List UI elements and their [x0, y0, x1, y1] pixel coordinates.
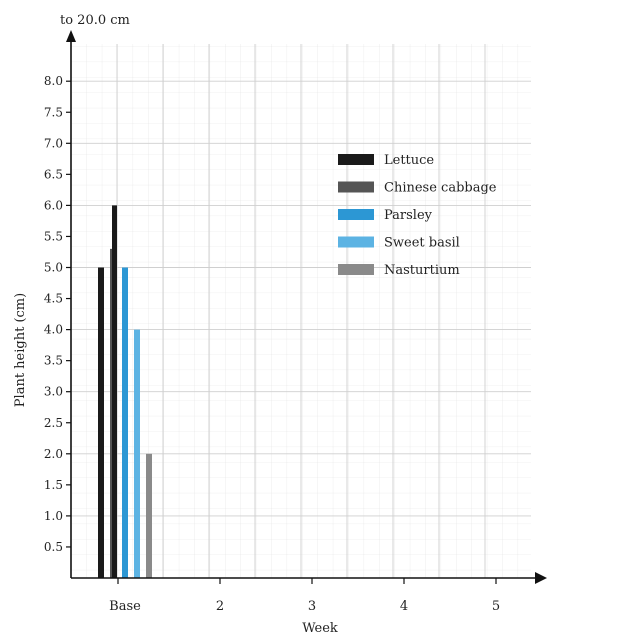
- x-axis-label: Week: [302, 621, 338, 635]
- bar-nasturtium: [146, 453, 152, 578]
- axis-break-label: to 20.0 cm: [60, 13, 130, 28]
- y-tick-label: 5.5: [44, 229, 63, 243]
- bar-parsley: [122, 267, 128, 578]
- y-tick-label: 4.5: [44, 292, 63, 306]
- legend-label: Nasturtium: [384, 263, 460, 278]
- y-tick-label: 1.0: [44, 509, 63, 523]
- axes: [66, 30, 547, 584]
- y-tick-label: 7.0: [44, 136, 63, 150]
- y-tick-label: 4.0: [44, 323, 63, 337]
- x-axis-arrow: [535, 572, 547, 584]
- x-tick-label: 3: [308, 599, 316, 614]
- y-tick-label: 3.5: [44, 354, 63, 368]
- legend-label: Chinese cabbage: [384, 181, 497, 196]
- legend-swatch-parsley: [338, 209, 374, 220]
- bar-sweet-basil: [134, 329, 140, 578]
- y-tick-label: 6.5: [44, 167, 63, 181]
- x-ticks: Base 2 3 4 5: [109, 578, 500, 614]
- legend-swatch-lettuce: [338, 154, 374, 165]
- legend-swatch-nasturtium: [338, 264, 374, 275]
- y-axis-label: Plant height (cm): [13, 293, 28, 407]
- legend-swatch-sweet-basil: [338, 236, 374, 248]
- y-tick-label: 0.5: [44, 540, 63, 554]
- legend-label: Sweet basil: [384, 236, 460, 251]
- y-ticks: 0.5 1.0 1.5 2.0 2.5 3.0 3.5 4.0 4.5 5.0 5.5 6.0 6.5 7…: [44, 74, 71, 554]
- y-tick-label: 7.5: [44, 105, 63, 119]
- x-tick-label: 5: [492, 599, 500, 614]
- y-tick-label: 2.0: [44, 447, 63, 461]
- x-tick-label: 2: [216, 599, 224, 614]
- y-axis-arrow: [66, 30, 76, 42]
- legend-swatch-chinese-cabbage: [338, 181, 374, 193]
- y-tick-label: 1.5: [44, 478, 63, 492]
- bar-lettuce-extension: [112, 205, 117, 578]
- bars: [98, 205, 152, 578]
- y-tick-label: 8.0: [44, 74, 63, 88]
- x-tick-label: Base: [109, 599, 141, 614]
- y-tick-label: 6.0: [44, 198, 63, 212]
- legend-label: Lettuce: [384, 153, 434, 168]
- y-tick-label: 5.0: [44, 261, 63, 275]
- y-tick-label: 3.0: [44, 385, 63, 399]
- bar-lettuce: [98, 267, 104, 578]
- major-grid: [71, 44, 531, 578]
- legend-label: Parsley: [384, 208, 433, 223]
- legend: Lettuce Chinese cabbage Parsley Sweet basil…: [338, 153, 497, 278]
- x-tick-label: 4: [400, 599, 408, 614]
- y-tick-label: 2.5: [44, 416, 63, 430]
